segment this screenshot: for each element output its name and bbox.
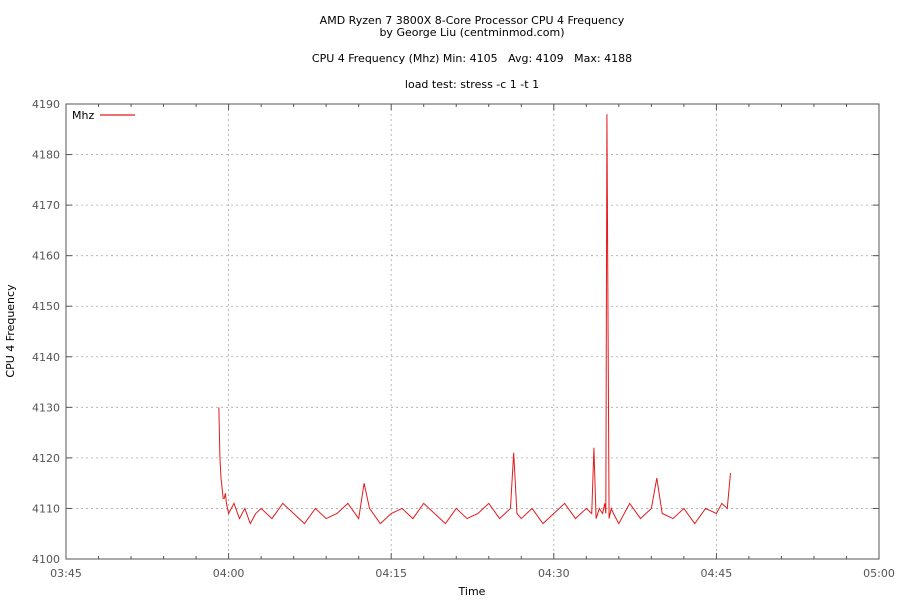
x-tick-label: 05:00 [863, 567, 895, 580]
y-tick-label: 4130 [32, 401, 60, 414]
y-tick-label: 4140 [32, 351, 60, 364]
chart-subtitle-test: load test: stress -c 1 -t 1 [405, 78, 539, 91]
x-tick-label: 04:15 [375, 567, 407, 580]
chart-title: AMD Ryzen 7 3800X 8-Core Processor CPU 4… [320, 14, 625, 27]
plot-area-border [65, 103, 880, 560]
x-tick-label: 04:00 [213, 567, 245, 580]
series-layer [218, 114, 731, 525]
y-tick-label: 4100 [32, 553, 60, 566]
axis-ticks: 4100 4110 4120 4130 4140 4150 4160 4170 4180 4190… [32, 98, 895, 580]
y-tick-label: 4170 [32, 199, 60, 212]
legend: Mhz [72, 109, 135, 122]
grid-lines [66, 104, 879, 559]
x-axis-label: Time [458, 585, 486, 598]
legend-label: Mhz [72, 109, 94, 122]
y-tick-label: 4150 [32, 300, 60, 313]
x-tick-label: 04:30 [538, 567, 570, 580]
x-tick-label: 03:45 [50, 567, 82, 580]
y-tick-label: 4180 [32, 149, 60, 162]
x-tick-label: 04:45 [701, 567, 733, 580]
series-line-mhz [218, 114, 731, 525]
chart-subtitle-author: by George Liu (centminmod.com) [379, 26, 564, 39]
y-tick-label: 4160 [32, 250, 60, 263]
y-axis-label: CPU 4 Frequency [4, 284, 17, 378]
y-tick-label: 4120 [32, 452, 60, 465]
y-tick-label: 4190 [32, 98, 60, 111]
y-tick-label: 4110 [32, 502, 60, 515]
chart-subtitle-stats: CPU 4 Frequency (Mhz) Min: 4105 Avg: 410… [312, 52, 632, 65]
